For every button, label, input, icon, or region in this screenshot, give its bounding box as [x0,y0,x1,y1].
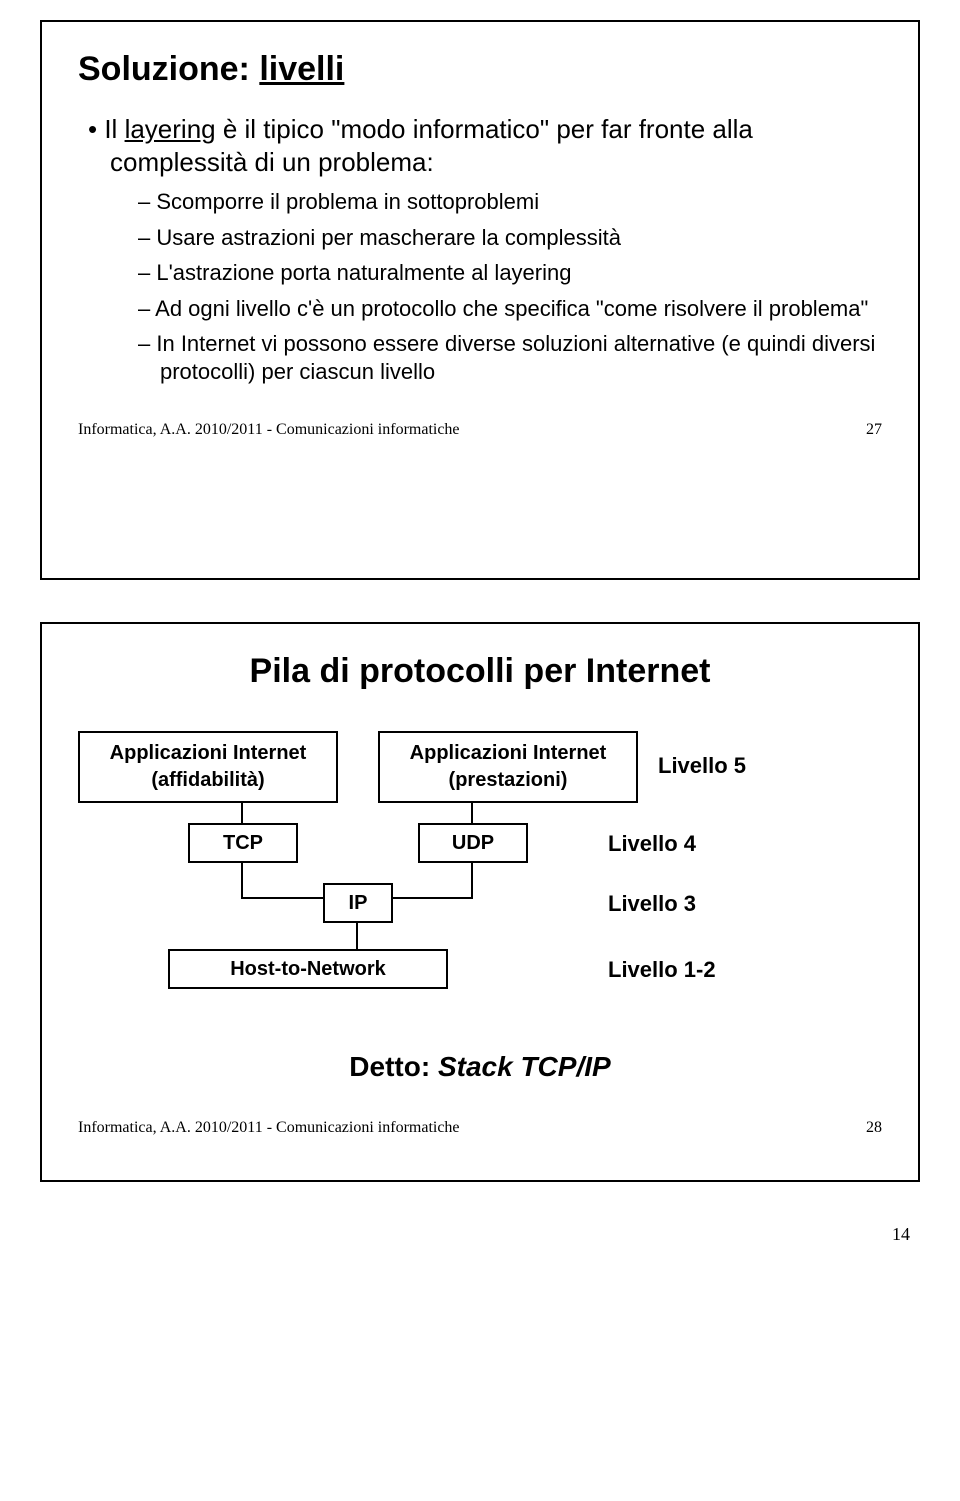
bullet-sub: In Internet vi possono essere diverse so… [138,330,882,385]
box-host-to-network: Host-to-Network [168,949,448,989]
connector [241,803,243,823]
level-12-label: Livello 1-2 [608,957,716,983]
bullet-sub: L'astrazione porta naturalmente al layer… [138,259,882,287]
slide2-title: Pila di protocolli per Internet [78,652,882,691]
bullet-sub: Usare astrazioni per mascherare la compl… [138,224,882,252]
page-number: 14 [40,1224,920,1245]
box-app-reliability: Applicazioni Internet (affidabilità) [78,731,338,803]
stack-caption: Detto: Stack TCP/IP [78,1051,882,1083]
caption-pre: Detto: [349,1051,438,1082]
udp-label: UDP [452,832,494,855]
h2n-label: Host-to-Network [230,958,386,981]
box-tcp: TCP [188,823,298,863]
box-app-performance: Applicazioni Internet (prestazioni) [378,731,638,803]
title-pre: Soluzione: [78,50,259,88]
ip-label: IP [349,892,368,915]
footer-right: 27 [866,421,882,439]
connector [391,897,473,899]
level-3-label: Livello 3 [608,891,696,917]
footer-left: Informatica, A.A. 2010/2011 - Comunicazi… [78,421,460,439]
slide-2: Pila di protocolli per Internet Applicaz… [40,622,920,1182]
connector [471,863,473,897]
app-right-line2: (prestazioni) [449,767,568,794]
bullet-main: Il layering è il tipico "modo informatic… [88,113,882,178]
b1-underlined: layering [125,114,216,144]
slide1-footer: Informatica, A.A. 2010/2011 - Comunicazi… [78,421,882,439]
level-4-label: Livello 4 [608,831,696,857]
app-left-line2: (affidabilità) [151,767,264,794]
protocol-stack-diagram: Applicazioni Internet (affidabilità) App… [78,731,882,1041]
slide2-footer: Informatica, A.A. 2010/2011 - Comunicazi… [78,1119,882,1137]
box-ip: IP [323,883,393,923]
slide1-title: Soluzione: livelli [78,50,882,89]
footer-right: 28 [866,1119,882,1137]
caption-italic: Stack TCP/IP [438,1051,611,1082]
app-left-line1: Applicazioni Internet [110,740,307,767]
box-udp: UDP [418,823,528,863]
b1-pre: Il [104,114,124,144]
bullet-sub: Scomporre il problema in sottoproblemi [138,188,882,216]
bullet-sub: Ad ogni livello c'è un protocollo che sp… [138,295,882,323]
app-right-line1: Applicazioni Internet [410,740,607,767]
connector [241,897,325,899]
slide-1: Soluzione: livelli Il layering è il tipi… [40,20,920,580]
footer-left: Informatica, A.A. 2010/2011 - Comunicazi… [78,1119,460,1137]
level-5-label: Livello 5 [658,753,746,779]
connector [356,923,358,949]
connector [471,803,473,823]
title-underlined: livelli [259,50,344,88]
tcp-label: TCP [223,832,263,855]
connector [241,863,243,897]
